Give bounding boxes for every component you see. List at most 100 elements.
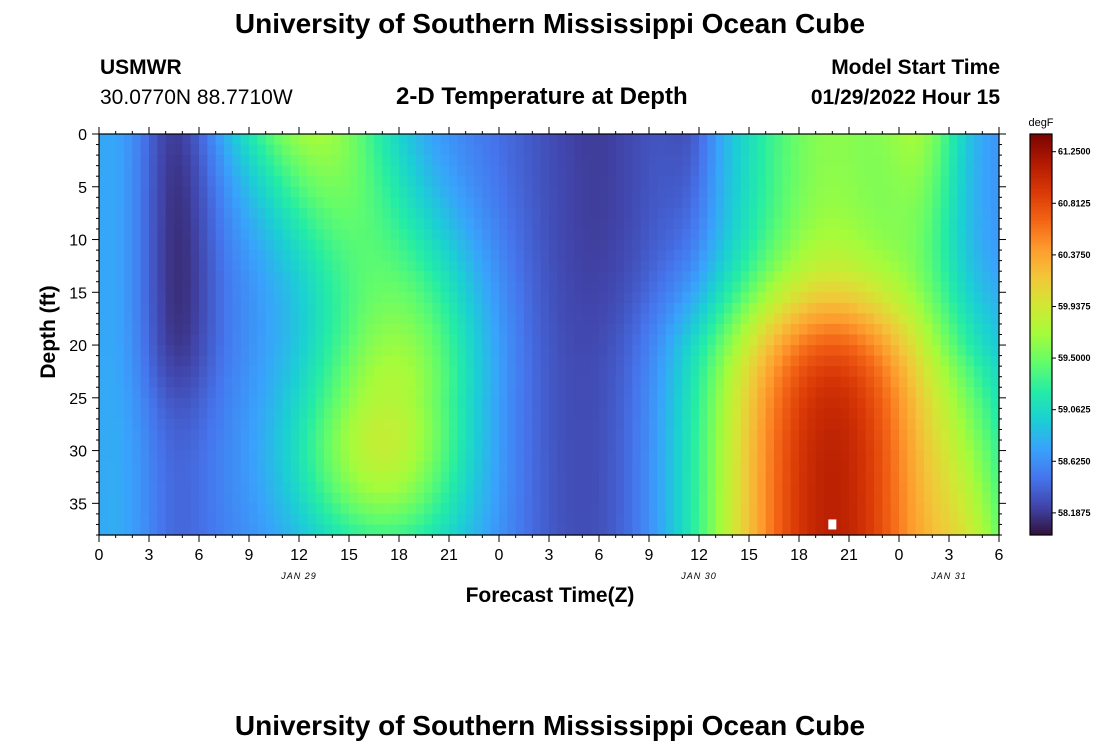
heatmap-cell xyxy=(324,461,333,473)
heatmap-cell xyxy=(274,492,283,504)
heatmap-cell xyxy=(115,250,125,262)
heatmap-cell xyxy=(582,134,592,146)
heatmap-cell xyxy=(740,323,750,336)
heatmap-cell xyxy=(374,239,383,251)
heatmap-cell xyxy=(890,218,900,230)
heatmap-cell xyxy=(257,440,267,452)
heatmap-cell xyxy=(799,492,808,504)
colorbar-step xyxy=(1030,181,1052,185)
heatmap-cell xyxy=(349,302,358,314)
heatmap-cell xyxy=(749,355,758,367)
heatmap-cell xyxy=(965,228,975,241)
heatmap-cell xyxy=(290,144,300,156)
heatmap-cell xyxy=(132,376,142,388)
heatmap-cell xyxy=(882,165,892,177)
heatmap-cell xyxy=(390,450,400,462)
heatmap-cell xyxy=(199,513,208,526)
heatmap-cell xyxy=(849,186,858,198)
heatmap-cell xyxy=(874,397,883,409)
heatmap-cell xyxy=(240,513,250,526)
heatmap-cell xyxy=(574,165,583,177)
heatmap-cell xyxy=(474,366,483,378)
heatmap-cell xyxy=(749,239,758,251)
heatmap-cell xyxy=(324,334,333,346)
heatmap-cell xyxy=(290,207,300,220)
heatmap-cell xyxy=(907,355,917,367)
heatmap-cell xyxy=(332,250,342,262)
heatmap-cell xyxy=(224,408,233,420)
heatmap-cell xyxy=(774,313,783,325)
y-tick-label: 35 xyxy=(69,496,87,513)
heatmap-cell xyxy=(515,376,525,388)
heatmap-cell xyxy=(207,176,217,188)
colorbar-step xyxy=(1030,387,1052,391)
heatmap-cell xyxy=(807,239,817,251)
heatmap-cell xyxy=(215,513,225,526)
heatmap-cell xyxy=(740,355,750,367)
heatmap-cell xyxy=(657,186,667,198)
heatmap-cell xyxy=(524,492,533,504)
heatmap-cell xyxy=(682,429,692,441)
heatmap-cell xyxy=(599,440,608,452)
heatmap-cell xyxy=(440,471,450,483)
heatmap-cell xyxy=(899,376,908,388)
heatmap-cell xyxy=(390,355,400,367)
heatmap-cell xyxy=(540,450,550,462)
colorbar-step xyxy=(1030,494,1052,498)
heatmap-cell xyxy=(349,492,358,504)
heatmap-cell xyxy=(657,260,667,272)
heatmap-cell xyxy=(440,144,450,156)
heatmap-cell xyxy=(449,366,458,378)
heatmap-cell xyxy=(715,334,725,346)
heatmap-cell xyxy=(557,197,567,209)
heatmap-cell xyxy=(432,260,442,272)
heatmap-cell xyxy=(149,513,158,526)
heatmap-cell xyxy=(165,513,175,526)
heatmap-cell xyxy=(665,165,675,177)
heatmap-cell xyxy=(507,323,517,336)
heatmap-cell xyxy=(474,397,483,409)
heatmap-cell xyxy=(790,482,800,494)
heatmap-cell xyxy=(840,461,850,473)
heatmap-cell xyxy=(740,397,750,409)
heatmap-cell xyxy=(374,134,383,146)
heatmap-cell xyxy=(449,397,458,409)
heatmap-cell xyxy=(565,471,575,483)
heatmap-cell xyxy=(557,492,567,504)
heatmap-cell xyxy=(832,271,842,283)
heatmap-cell xyxy=(865,503,875,515)
heatmap-cell xyxy=(599,471,608,483)
heatmap-cell xyxy=(440,323,450,336)
heatmap-cell xyxy=(674,292,683,304)
heatmap-cell xyxy=(540,302,550,314)
heatmap-cell xyxy=(732,440,742,452)
x-tick-label: 12 xyxy=(290,547,308,564)
heatmap-cell xyxy=(340,471,350,483)
heatmap-cell xyxy=(415,408,425,420)
heatmap-cell xyxy=(924,503,933,515)
heatmap-cell xyxy=(832,292,842,304)
heatmap-cell xyxy=(540,281,550,293)
heatmap-cell xyxy=(957,376,967,388)
colorbar-step xyxy=(1030,402,1052,406)
heatmap-cell xyxy=(299,513,308,526)
heatmap-cell xyxy=(290,471,300,483)
heatmap-cell xyxy=(799,228,808,241)
heatmap-cell xyxy=(782,345,792,357)
colorbar-step xyxy=(1030,204,1052,208)
heatmap-cell xyxy=(782,165,792,177)
heatmap-cell xyxy=(240,397,250,409)
heatmap-cell xyxy=(665,334,675,346)
heatmap-cell xyxy=(840,271,850,283)
heatmap-cell xyxy=(199,228,208,241)
heatmap-cell xyxy=(765,366,775,378)
heatmap-cell xyxy=(524,418,533,431)
heatmap-cell xyxy=(607,281,617,293)
heatmap-cell xyxy=(965,440,975,452)
heatmap-cell xyxy=(765,461,775,473)
heatmap-cell xyxy=(890,281,900,293)
heatmap-cell xyxy=(824,313,833,325)
heatmap-cell xyxy=(940,376,950,388)
heatmap-cell xyxy=(932,471,942,483)
heatmap-cell xyxy=(590,292,600,304)
